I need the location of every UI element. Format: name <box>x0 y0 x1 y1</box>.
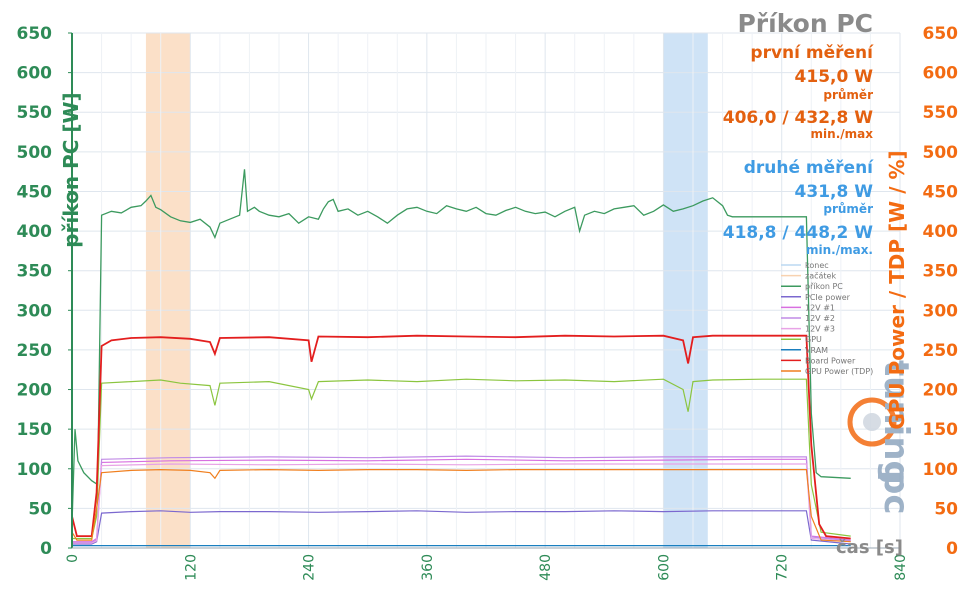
x-tick-3: 360 <box>420 554 436 581</box>
x-tick-7: 840 <box>893 554 909 581</box>
svg-text:pc: pc <box>876 470 916 515</box>
legend-label-10: GPU Power (TDP) <box>805 367 873 376</box>
y-tick-right-8: 400 <box>923 222 959 242</box>
y-tick-left-8: 400 <box>17 222 53 242</box>
series-lines <box>71 169 851 547</box>
second-measurement-range-label: min./max. <box>806 243 873 257</box>
second-measurement-label: druhé měření <box>744 158 874 178</box>
legend-label-3: PCIe power <box>805 293 851 302</box>
first-measurement-label: první měření <box>750 43 874 63</box>
y-axis-right-label: GPU Power / TDP [W / %] <box>885 150 909 429</box>
y-tick-right-6: 300 <box>923 301 959 321</box>
y-tick-right-11: 550 <box>923 103 959 123</box>
series-line-board-power <box>71 334 851 540</box>
second-measurement-range: 418,8 / 448,2 W <box>723 223 874 243</box>
y-tick-left-11: 550 <box>17 103 53 123</box>
legend-label-6: 12V #3 <box>805 325 835 334</box>
y-tick-right-4: 200 <box>923 381 959 401</box>
first-measurement-range: 406,0 / 432,8 W <box>723 108 874 128</box>
series-line-p-kon-pc <box>71 169 851 525</box>
y-tick-right-10: 500 <box>923 143 959 163</box>
shaded-regions <box>145 33 708 548</box>
y-tick-left-12: 600 <box>17 64 53 84</box>
y-tick-right-5: 250 <box>923 341 959 361</box>
y-tick-left-7: 350 <box>17 262 53 282</box>
legend-label-1: začátek <box>805 271 836 281</box>
svg-text:tuning: tuning <box>876 360 916 485</box>
legend-label-7: GPU <box>805 335 822 344</box>
series-line-gpu-power-tdp- <box>71 468 851 543</box>
y-tick-right-13: 650 <box>923 24 959 44</box>
legend-label-8: VRAM <box>805 346 828 355</box>
legend-label-5: 12V #2 <box>805 314 835 323</box>
legend-label-0: konec <box>805 261 829 270</box>
legend-label-2: příkon PC <box>805 282 843 291</box>
y-tick-left-9: 450 <box>17 182 53 202</box>
y-axis-left-label: příkon PC [W] <box>59 92 83 247</box>
x-tick-2: 240 <box>302 554 318 581</box>
second-measurement-average-label: průměr <box>823 202 873 216</box>
y-tick-left-0: 0 <box>40 539 52 559</box>
y-tick-left-2: 100 <box>17 460 53 480</box>
y-tick-right-2: 100 <box>923 460 959 480</box>
x-tick-0: 0 <box>65 554 81 563</box>
y-tick-left-6: 300 <box>17 301 53 321</box>
first-measurement-average: 415,0 W <box>795 67 874 87</box>
legend-label-9: Board Power <box>805 356 856 365</box>
series-line-12v-3 <box>72 463 851 544</box>
chart-title: Příkon PC <box>737 9 873 38</box>
pctuning-logo-watermark: tuning pc <box>847 360 916 515</box>
y-tick-left-1: 50 <box>28 499 52 519</box>
second-measurement-average: 431,8 W <box>795 182 874 202</box>
first-measurement-average-label: průměr <box>823 88 873 102</box>
x-tick-1: 120 <box>183 554 199 581</box>
x-axis-label: čas [s] <box>836 537 903 558</box>
axes: 0 0 50 50 100 100 150 150 200 200 250 250 300 300 350 3… <box>17 24 959 581</box>
y-tick-left-5: 250 <box>17 341 53 361</box>
y-tick-right-9: 450 <box>923 182 959 202</box>
first-measurement-range-label: min./max <box>811 127 874 141</box>
y-tick-right-7: 350 <box>923 262 959 282</box>
shaded-region-1 <box>145 33 191 548</box>
series-line-gpu <box>72 378 851 540</box>
y-tick-right-12: 600 <box>923 64 959 84</box>
x-tick-4: 480 <box>538 554 554 581</box>
gridlines <box>71 32 901 549</box>
y-tick-left-10: 500 <box>17 143 53 163</box>
y-tick-right-3: 150 <box>923 420 959 440</box>
x-tick-6: 720 <box>775 554 791 581</box>
shaded-region-0 <box>663 33 708 548</box>
y-tick-right-1: 50 <box>934 499 958 519</box>
y-tick-left-13: 650 <box>17 24 53 44</box>
series-line-pcie-power <box>72 510 851 545</box>
y-tick-right-0: 0 <box>946 539 958 559</box>
y-tick-left-4: 200 <box>17 381 53 401</box>
legend-label-4: 12V #1 <box>805 303 835 312</box>
y-tick-left-3: 150 <box>17 420 53 440</box>
x-tick-5: 600 <box>656 554 672 581</box>
